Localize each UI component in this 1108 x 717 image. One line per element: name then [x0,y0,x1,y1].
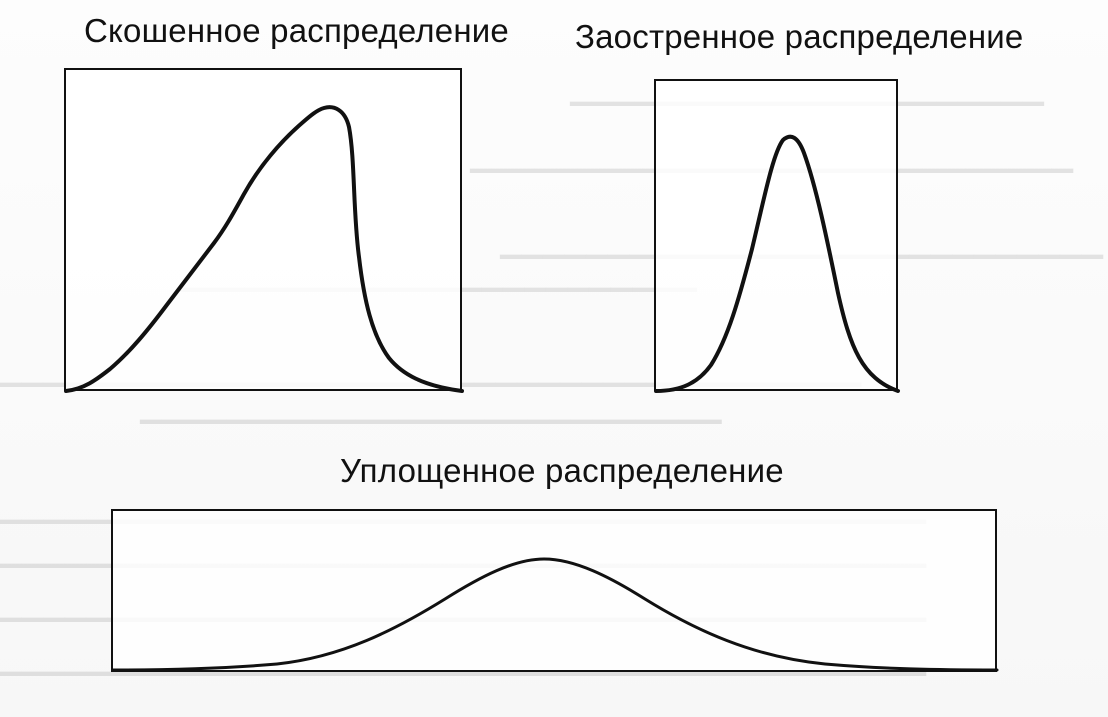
skewed-distribution-title: Скошенное распределение [84,12,509,49]
flattened-distribution-curve [111,557,999,672]
skewed-distribution-curve [64,105,464,393]
peaked-distribution-title: Заостренное распределение [575,18,1024,55]
flattened-distribution-title: Уплощенное распределение [340,452,784,489]
peaked-distribution-curve [654,134,900,393]
skewed-distribution-plot [64,105,464,393]
peaked-distribution-plot [654,134,900,393]
peaked-distribution-panel [654,79,900,393]
flattened-distribution-plot [111,557,999,672]
flattened-distribution-panel [111,509,999,672]
skewed-distribution-panel [64,68,464,393]
